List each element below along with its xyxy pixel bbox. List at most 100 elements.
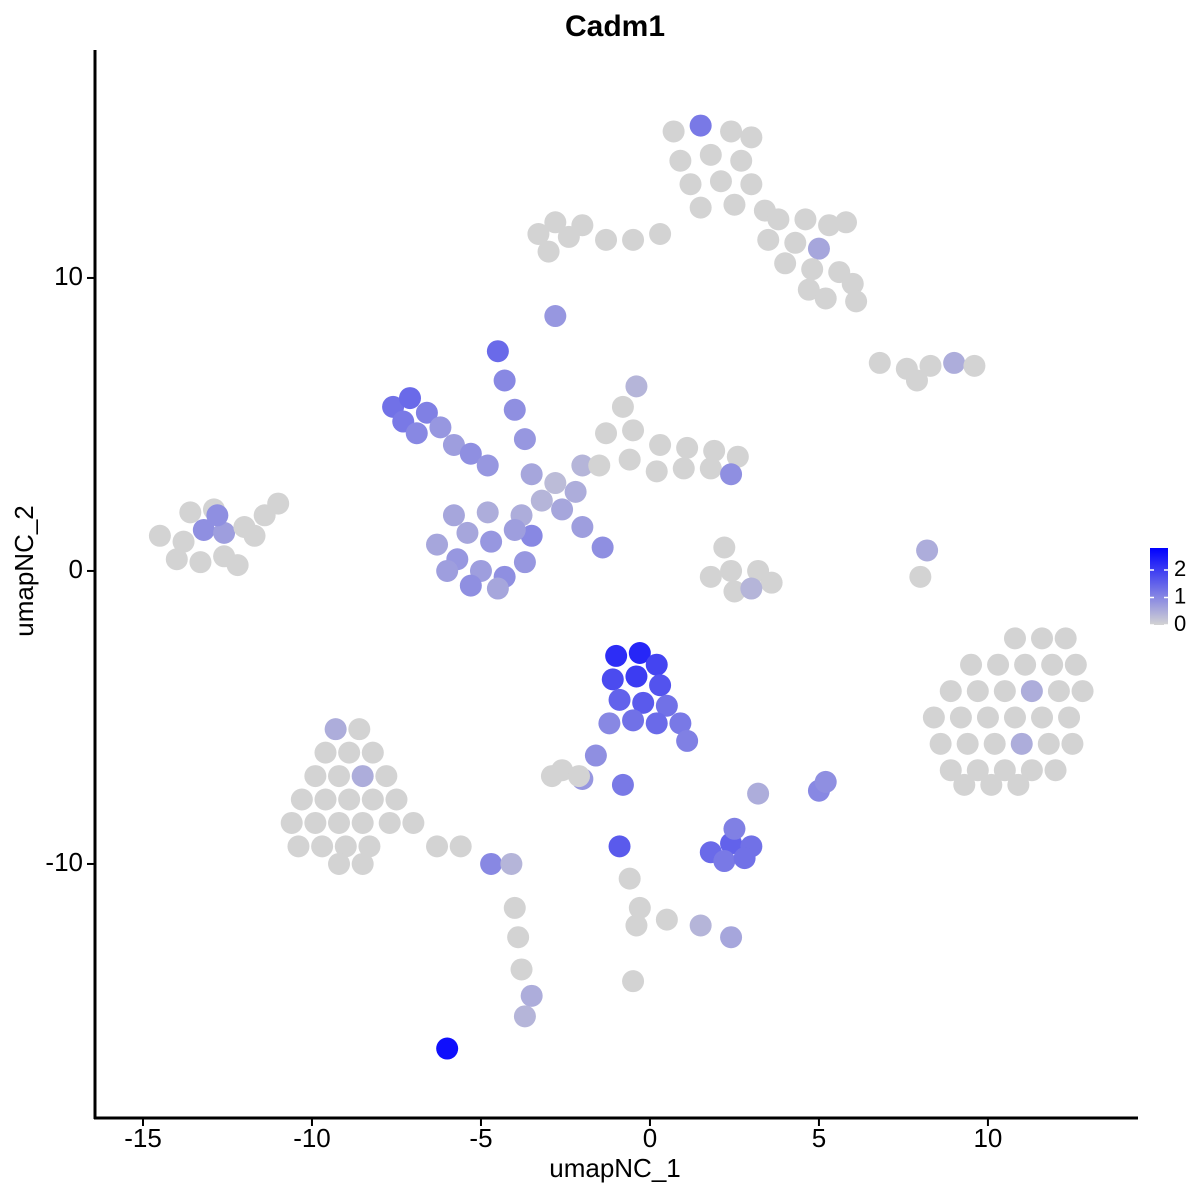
cell-point [740, 577, 763, 600]
cell-point [993, 680, 1016, 703]
cell-point [625, 375, 648, 398]
cell-point [622, 970, 645, 993]
cell-point [916, 539, 939, 562]
cell-point [436, 1037, 459, 1060]
cell-point [290, 788, 313, 811]
cell-point [500, 852, 523, 875]
cell-point [503, 398, 526, 421]
cell-point [226, 554, 249, 577]
cell-point [794, 208, 817, 231]
cell-point [179, 501, 202, 524]
cell-point [1047, 680, 1070, 703]
cell-point [459, 574, 482, 597]
cell-point [740, 126, 763, 149]
cell-point [797, 278, 820, 301]
cell-point [426, 835, 449, 858]
cell-point [348, 718, 371, 741]
cell-point [807, 237, 830, 260]
cell-point [699, 143, 722, 166]
cell-point [953, 773, 976, 796]
cell-point [213, 521, 236, 544]
cell-point [983, 732, 1006, 755]
cell-point [720, 559, 743, 582]
cell-point [611, 773, 634, 796]
cell-point [919, 354, 942, 377]
cell-point [1020, 759, 1043, 782]
cell-point [1058, 706, 1081, 729]
cell-point [361, 788, 384, 811]
cell-point [544, 211, 567, 234]
cell-point [311, 835, 334, 858]
cell-point [723, 580, 746, 603]
cell-point [243, 524, 266, 547]
cell-point [956, 732, 979, 755]
cell-point [1010, 732, 1033, 755]
cell-point [625, 914, 648, 937]
cell-point [980, 773, 1003, 796]
cell-point [645, 653, 668, 676]
cell-point [361, 741, 384, 764]
cell-point [1071, 680, 1094, 703]
cell-point [939, 680, 962, 703]
cell-point [922, 706, 945, 729]
cell-point [689, 914, 712, 937]
cell-point [628, 896, 651, 919]
cell-point [148, 524, 171, 547]
cell-point [689, 196, 712, 219]
cell-point [486, 340, 509, 363]
cell-point [513, 1005, 536, 1028]
cell-point [669, 712, 692, 735]
cell-point [699, 565, 722, 588]
cell-point [456, 521, 479, 544]
cell-point [720, 120, 743, 143]
cell-point [351, 852, 374, 875]
cell-point [480, 530, 503, 553]
cell-point [760, 571, 783, 594]
cell-point [939, 759, 962, 782]
x-tick-label: -10 [293, 1123, 331, 1153]
cell-point [622, 419, 645, 442]
colorbar-label: 2 [1174, 556, 1186, 581]
cell-point [733, 847, 756, 870]
cell-point [503, 896, 526, 919]
cell-point [960, 653, 983, 676]
x-tick-label: -5 [469, 1123, 492, 1153]
cell-point [510, 958, 533, 981]
cell-point [527, 223, 550, 246]
cell-point [351, 765, 374, 788]
cell-point [774, 252, 797, 275]
cell-point [669, 149, 692, 172]
cell-point [588, 454, 611, 477]
cell-point [713, 850, 736, 873]
cell-point [726, 445, 749, 468]
cell-point [709, 170, 732, 193]
cell-point [845, 290, 868, 313]
cell-point [486, 577, 509, 600]
y-tick-label: -10 [45, 847, 83, 877]
x-tick-label: -15 [124, 1123, 162, 1153]
cell-point [1054, 627, 1077, 650]
cell-point [645, 460, 668, 483]
cell-point [476, 501, 499, 524]
cell-point [740, 173, 763, 196]
cell-point [267, 492, 290, 515]
cell-point [868, 351, 891, 374]
cell-point [747, 782, 770, 805]
cell-point [723, 817, 746, 840]
cell-point [189, 551, 212, 574]
cell-point [480, 852, 503, 875]
cell-point [622, 228, 645, 251]
cell-point [493, 369, 516, 392]
colorbar [1150, 548, 1168, 625]
colorbar-label: 1 [1174, 583, 1186, 608]
cell-point [192, 518, 215, 541]
cell-point [699, 457, 722, 480]
cell-point [544, 305, 567, 328]
cell-point [987, 653, 1010, 676]
cell-point [1061, 732, 1084, 755]
cell-point [1041, 653, 1064, 676]
cell-point [442, 433, 465, 456]
cell-point [784, 231, 807, 254]
cell-point [402, 811, 425, 834]
